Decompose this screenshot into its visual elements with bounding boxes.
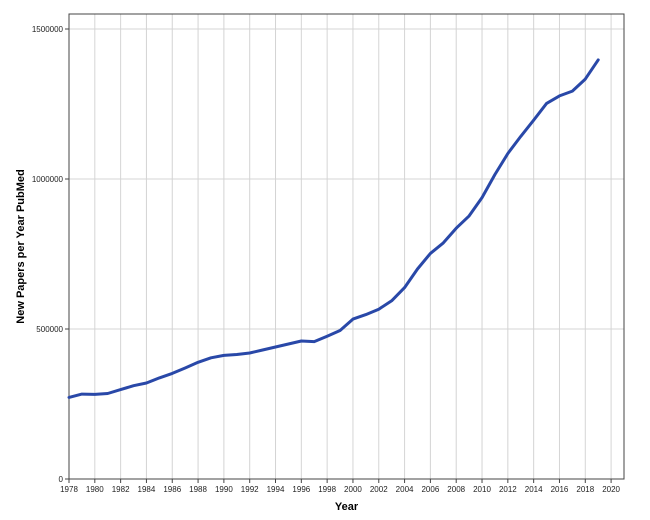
gridlines	[69, 14, 624, 479]
y-axis-title: New Papers per Year PubMed	[15, 169, 27, 323]
x-tick-label: 1992	[241, 485, 259, 494]
x-tick-label: 1980	[86, 485, 104, 494]
x-tick-label: 2012	[499, 485, 517, 494]
x-tick-label: 1986	[163, 485, 181, 494]
y-tick-label: 1000000	[32, 175, 64, 184]
y-tick-label: 500000	[36, 325, 63, 334]
x-tick-label: 2018	[576, 485, 594, 494]
x-tick-label: 2004	[396, 485, 414, 494]
series-line	[67, 58, 600, 399]
x-tick-label: 2016	[551, 485, 569, 494]
x-tick-label: 2020	[602, 485, 620, 494]
axes	[68, 13, 625, 480]
y-axis-ticks: 0 500000 1000000 1500000	[32, 25, 69, 484]
y-tick-label: 0	[59, 475, 64, 484]
x-tick-label: 1982	[112, 485, 130, 494]
x-axis-title: Year	[335, 501, 359, 513]
x-tick-label: 1998	[318, 485, 336, 494]
x-axis-ticks: 1978 1980 1982 1984 1986 1988 1990 1992 1994 1996…	[60, 479, 621, 494]
x-tick-label: 2002	[370, 485, 388, 494]
x-tick-label: 1996	[292, 485, 310, 494]
x-tick-label: 1994	[267, 485, 285, 494]
x-tick-label: 2014	[525, 485, 543, 494]
x-tick-label: 1988	[189, 485, 207, 494]
x-tick-label: 1990	[215, 485, 233, 494]
y-tick-label: 1500000	[32, 25, 64, 34]
x-tick-label: 2006	[421, 485, 439, 494]
x-tick-label: 2008	[447, 485, 465, 494]
series-layer	[67, 58, 600, 399]
x-tick-label: 2000	[344, 485, 362, 494]
x-tick-label: 2010	[473, 485, 491, 494]
x-tick-label: 1984	[138, 485, 156, 494]
plot-frame	[68, 13, 625, 480]
x-tick-label: 1978	[60, 485, 78, 494]
